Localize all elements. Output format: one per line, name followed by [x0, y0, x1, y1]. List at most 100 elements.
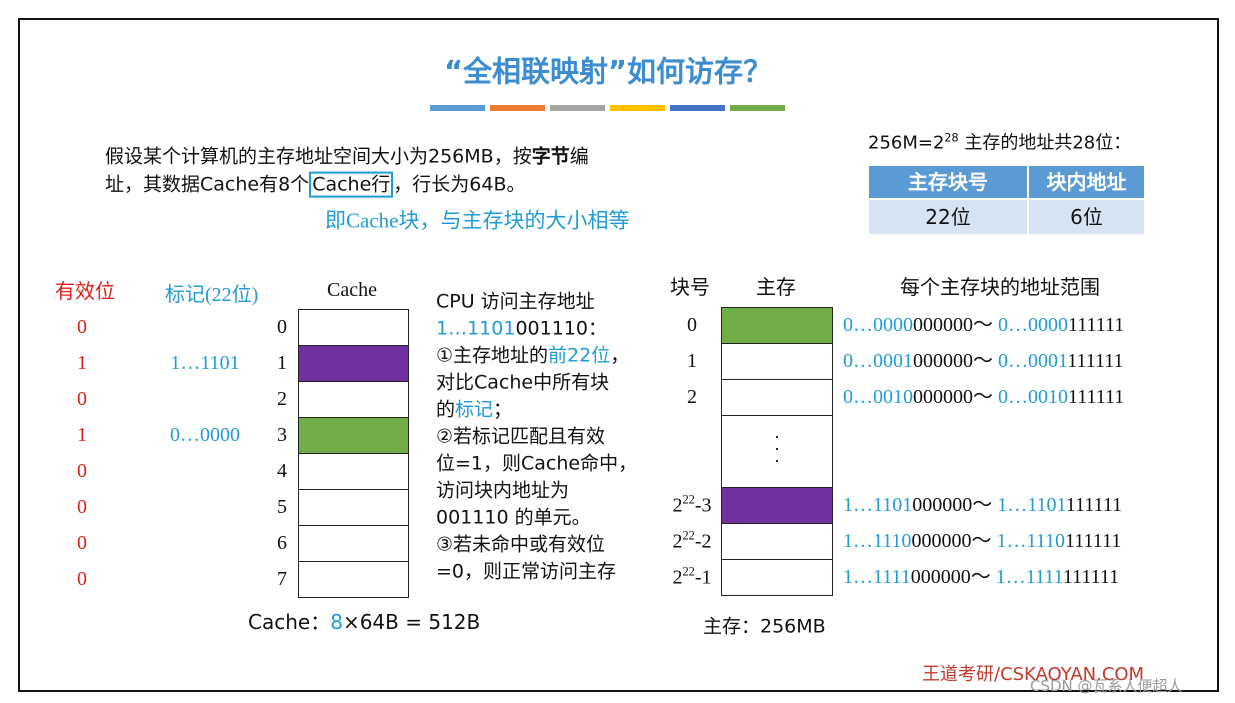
valid-bit: 1 — [77, 352, 87, 374]
block-number: 1 — [687, 349, 697, 373]
address-info: 256M=228 主存的地址共28位： — [868, 132, 1131, 155]
text-part: 111111 — [1067, 350, 1124, 372]
text-part: 000000 — [913, 386, 973, 408]
text-part: 1…1111 — [995, 566, 1064, 588]
memory-block — [721, 559, 833, 596]
text-part: 0…0010 — [843, 386, 913, 408]
cache-index: 7 — [277, 568, 287, 590]
text-part: 001110 的单元。 — [436, 506, 591, 529]
cache-index: 6 — [277, 532, 287, 554]
range-header: 每个主存块的地址范围 — [900, 275, 1100, 299]
valid-bit: 0 — [77, 496, 87, 518]
text-part: 000000 — [913, 314, 973, 336]
cpu-text-line: CPU 访问主存地址 — [436, 291, 595, 314]
text-part: 8 — [330, 610, 343, 634]
bar — [490, 105, 545, 111]
text-part: ； — [493, 398, 513, 421]
text-part: 2 — [672, 566, 683, 589]
text-part: 1…1110 — [996, 530, 1066, 552]
tag: 1…1101 — [170, 352, 240, 374]
bar — [730, 105, 785, 111]
text-part: ③若未命中或有效位 — [436, 533, 606, 556]
text-part: ， — [610, 344, 630, 367]
memory-block — [721, 523, 833, 560]
text-part: -2 — [694, 530, 712, 553]
text-part: ～ — [970, 566, 996, 588]
valid-bit: 0 — [77, 532, 87, 554]
cpu-text-line: ①主存地址的前22位， — [436, 345, 629, 368]
cache-index: 1 — [277, 352, 287, 374]
text-part: 28 — [944, 131, 959, 145]
text-part: ～ — [973, 314, 998, 336]
text-part: ，行长为64B。 — [393, 173, 526, 196]
tag: 0…0000 — [170, 424, 240, 446]
cpu-text-line: 的标记； — [436, 399, 512, 422]
text-part: 0…0001 — [998, 350, 1068, 372]
address-range: 1…1101000000～ 1…1101111111 — [843, 493, 1122, 517]
text-part: 0 — [687, 314, 697, 336]
text-part: 对比Cache中所有块 — [436, 371, 610, 394]
table-header: 块内地址 — [1046, 170, 1127, 194]
table-header: 主存块号 — [908, 170, 988, 194]
text-part: 1…1111 — [843, 566, 911, 588]
cpu-text-line: =0，则正常访问主存 — [436, 561, 616, 584]
text-part: 22 — [682, 492, 695, 507]
text-part: 1…1110 — [843, 530, 912, 552]
block-number: 2 — [687, 385, 697, 409]
text-part: 编 — [569, 145, 589, 168]
text-part: ②若标记匹配且有效 — [436, 425, 606, 448]
text-part: 111111 — [1065, 530, 1122, 552]
memory-ellipsis-cell — [721, 414, 833, 488]
block-number: 0 — [687, 313, 697, 337]
block-number: 222-1 — [672, 565, 711, 590]
ellipsis — [776, 436, 778, 438]
memory-caption: 主存：256MB — [703, 615, 826, 638]
text-part: 111111 — [1068, 386, 1125, 408]
text-part: ①主存地址的 — [436, 344, 549, 367]
slide-title: “全相联映射”如何访存？ — [443, 54, 773, 89]
text-part: 1…1101 — [997, 494, 1067, 516]
color-bars — [430, 105, 785, 111]
text-part: ～ — [973, 386, 998, 408]
cpu-text-line: 访问块内地址为 — [436, 480, 569, 503]
cache-index: 2 — [277, 388, 287, 410]
table-cell — [1028, 199, 1145, 235]
text-part: 位=1，则Cache命中， — [436, 452, 638, 475]
cpu-text-line: 位=1，则Cache命中， — [436, 453, 637, 476]
memory-block — [721, 379, 833, 416]
text-part: ～ — [973, 350, 998, 372]
cache-line — [298, 561, 409, 598]
block-header: 块号 — [670, 275, 710, 299]
table-cell-text: 22位 — [925, 205, 971, 229]
cache-index: 3 — [277, 424, 287, 446]
text-part: 1…1101 — [843, 494, 913, 516]
cache-line — [298, 453, 409, 490]
cache-line — [298, 309, 409, 346]
text-part: 0…0000 — [998, 314, 1068, 336]
table-cell-text: 6位 — [1070, 205, 1103, 229]
cache-title: Cache — [327, 279, 377, 301]
text-part: 111111 — [1066, 494, 1123, 516]
address-range: 1…1111000000～ 1…1111111111 — [843, 565, 1119, 589]
intro-line: 址，其数据Cache有8个 Cache行 ，行长为64B。 — [105, 171, 526, 198]
bar — [550, 105, 605, 111]
watermark: CSDN @瓦系人便超人 — [1030, 677, 1183, 695]
cache-line — [298, 525, 409, 562]
valid-header: 有效位 — [55, 281, 115, 303]
tag-header: 标记(22位) — [165, 284, 259, 306]
bar — [670, 105, 725, 111]
valid-bit: 0 — [77, 460, 87, 482]
text-part: 001110： — [515, 317, 607, 340]
address-range: 0…0001000000～ 0…0001111111 — [843, 349, 1124, 373]
text-part: 22 — [682, 564, 695, 579]
text-part: Cache： — [248, 610, 331, 634]
text-part: 000000 — [913, 350, 973, 372]
text-part: 访问块内地址为 — [436, 479, 570, 502]
cache-index: 5 — [277, 496, 287, 518]
text-part: 标记 — [455, 398, 494, 421]
memory-block — [721, 343, 833, 380]
text-part: 111111 — [1063, 566, 1120, 588]
valid-bit: 0 — [77, 388, 87, 410]
cache-index: 4 — [277, 460, 287, 482]
